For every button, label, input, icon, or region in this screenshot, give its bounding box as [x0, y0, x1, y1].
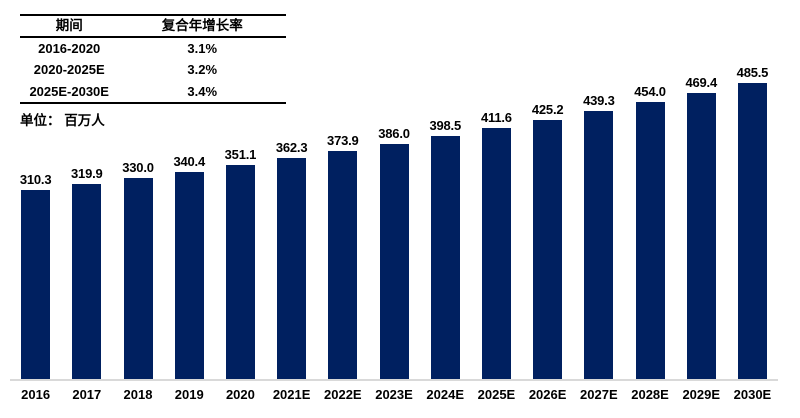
bar-value-label: 351.1 — [224, 146, 257, 162]
table-row: 2020-2025E 3.2% — [20, 59, 286, 80]
period-cell: 2016-2020 — [38, 41, 101, 57]
bar — [481, 128, 511, 379]
bar-chart: 310.3 319.9 330.0 340.4 351.1 362.3 373.9 386.0… — [10, 38, 778, 402]
bar-value-label: 386.0 — [378, 125, 410, 141]
bar-value-label: 454.0 — [634, 84, 666, 100]
cagr-cell: 3.2% — [187, 62, 218, 78]
cagr-table-header-cagr: 复合年增长率 — [118, 15, 286, 39]
bar-value-label: 330.0 — [122, 159, 154, 175]
bar-column: 485.5 — [727, 65, 778, 379]
x-axis-tick-label: 2027E — [580, 387, 618, 402]
x-axis-tick-label: 2030E — [733, 387, 772, 402]
x-axis-tick-label: 2028E — [631, 387, 669, 402]
bar-value-label: 485.5 — [736, 65, 769, 80]
bar-value-label: 469.4 — [685, 74, 718, 90]
x-axis-tick-label: 2016 — [21, 387, 51, 402]
bar-column: 386.0 — [368, 126, 419, 379]
x-axis-line — [10, 379, 778, 381]
plot-area: 310.3 319.9 330.0 340.4 351.1 362.3 373.9 386.0… — [10, 38, 778, 379]
x-axis-tick-label: 2019 — [174, 387, 204, 402]
x-axis-labels: 2016 2017 2018 2019 2020 2021E 2022E 2023E 2024E… — [10, 381, 778, 402]
x-axis-tick-label: 2018 — [123, 387, 153, 402]
bar — [686, 92, 716, 379]
bar — [123, 177, 153, 379]
unit-label: 单位： 百万人 — [20, 113, 105, 128]
bar-column: 411.6 — [471, 110, 522, 379]
x-axis-tick-label: 2026E — [528, 387, 567, 402]
cagr-cell: 3.1% — [187, 41, 218, 57]
bar — [584, 111, 614, 379]
x-axis-tick-label: 2024E — [426, 387, 465, 402]
bar — [430, 136, 460, 379]
bar — [72, 184, 102, 379]
bar-column: 319.9 — [61, 166, 112, 379]
bar-column: 310.3 — [10, 172, 61, 379]
bar-value-label: 373.9 — [327, 133, 359, 148]
period-cell: 2025E-2030E — [29, 83, 109, 99]
bar — [635, 102, 665, 379]
bar-column: 340.4 — [164, 153, 215, 379]
cagr-cell: 3.4% — [187, 83, 218, 99]
bar — [174, 171, 204, 379]
bar-column: 351.1 — [215, 147, 266, 379]
x-axis-tick-label: 2023E — [375, 387, 413, 402]
bar-value-label: 362.3 — [275, 140, 308, 156]
x-axis-tick-label: 2020 — [225, 387, 255, 402]
bar — [225, 164, 255, 379]
x-axis-tick-label: 2029E — [682, 387, 721, 402]
bar — [533, 119, 563, 379]
x-axis-tick-label: 2025E — [477, 387, 516, 402]
bar-column: 330.0 — [112, 160, 163, 379]
bar-column: 454.0 — [624, 84, 675, 379]
bar-column: 398.5 — [420, 118, 471, 379]
bar-column: 373.9 — [317, 133, 368, 379]
bar-column: 439.3 — [573, 93, 624, 379]
cagr-table: 期间 复合年增长率 2016-2020 3.1% 2020-2025E 3.2%… — [20, 14, 286, 104]
bar — [277, 158, 307, 379]
bar — [21, 189, 51, 379]
period-cell: 2020-2025E — [33, 62, 105, 78]
bar-column: 425.2 — [522, 102, 573, 379]
bar-value-label: 340.4 — [173, 153, 205, 169]
bar-column: 362.3 — [266, 140, 317, 379]
cagr-table-header-row: 期间 复合年增长率 — [20, 15, 286, 39]
bar-value-label: 439.3 — [583, 93, 615, 109]
x-axis-tick-label: 2021E — [272, 387, 311, 402]
x-axis-tick-label: 2017 — [72, 387, 102, 402]
cagr-table-header-period: 期间 — [20, 15, 119, 39]
bar-value-label: 310.3 — [19, 171, 52, 187]
bar-value-label: 319.9 — [71, 166, 103, 181]
bar-value-label: 411.6 — [481, 110, 512, 126]
x-axis-tick-label: 2022E — [324, 387, 362, 402]
table-row: 2025E-2030E 3.4% — [20, 81, 286, 103]
table-row: 2016-2020 3.1% — [20, 37, 286, 59]
bar — [328, 151, 358, 379]
bar-value-label: 425.2 — [531, 101, 564, 117]
bar-column: 469.4 — [676, 75, 727, 379]
bar — [379, 143, 409, 379]
bar — [737, 83, 767, 379]
bar-value-label: 398.5 — [429, 118, 461, 133]
